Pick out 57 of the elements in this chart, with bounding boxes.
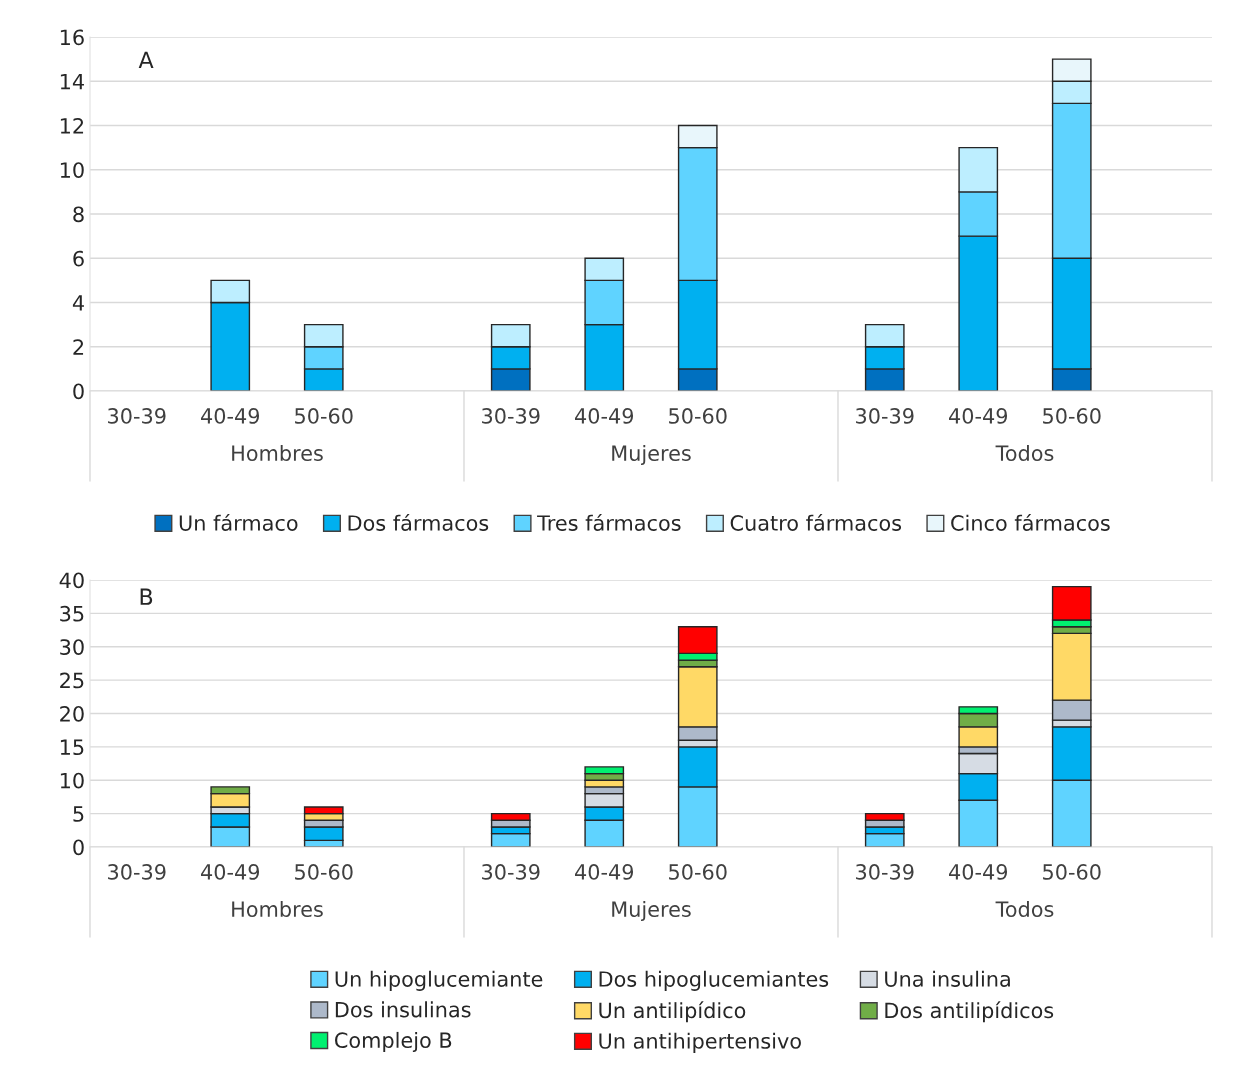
chart-title: B [140,588,153,605]
x-tick-label: 50-60 [1043,408,1101,424]
y-tick-label: 4 [72,295,84,311]
text: Hombres [232,900,323,918]
x-tick-label: 30-39 [856,864,914,880]
legend-label: Complejo B [335,1031,452,1053]
y-tick-label: 0 [73,383,84,400]
y-tick-label: 2 [73,339,84,355]
x-tick-label: 30-39 [856,408,914,424]
x-tick-label: 40-49 [949,864,1008,880]
text: Mujeres [612,900,691,922]
y-tick-label: 8 [73,206,84,223]
legend-label: Dos antilipídicos [885,1001,1054,1023]
legend-label: Un antihipertensivo [599,1032,801,1053]
y-tick-label: 35 [60,605,84,622]
y-tick-label: 40 [59,572,84,589]
x-tick-label: 30-39 [108,864,166,880]
x-tick-label: 50-60 [295,864,353,880]
x-tick-label: 30-39 [482,408,540,424]
legend-label: Un antilipídico [599,1001,746,1023]
x-tick-label: 50-60 [669,408,727,424]
y-tick-label: 30 [60,639,84,655]
y-tick-label: 16 [60,29,84,46]
y-tick-label: 10 [60,772,84,789]
x-tick-label: 40-49 [201,408,260,424]
x-tick-label: 50-60 [295,408,353,424]
x-tick-label: 30-39 [482,864,540,880]
x-tick-label: 40-49 [575,864,634,880]
x-tick-label: 40-49 [201,864,260,880]
legend-label: Un hipoglucemiante [335,970,543,991]
legend-label: Dos hipoglucemiantes [599,970,829,991]
text: Todos [995,900,1054,918]
text: A [138,51,154,68]
x-tick-label: 40-49 [949,408,1008,424]
y-tick-label: 10 [60,162,84,178]
y-tick-label: 5 [73,806,84,822]
x-tick-label: 50-60 [669,864,727,880]
text: Todos [995,444,1054,462]
y-tick-label: 0 [73,839,84,856]
legend-label: Una insulina [885,970,1010,987]
legend-label: Un fármaco [179,513,298,531]
y-tick-label: 20 [60,705,84,722]
text: Hombres [232,444,323,462]
legend-label: Tres fármacos [537,513,681,531]
text: Mujeres [612,444,691,466]
legend-label: Dos fármacos [348,513,489,531]
y-tick-label: 15 [60,739,84,756]
legend-label: Cuatro fármacos [730,513,902,531]
legend-label: Dos insulinas [335,1001,471,1018]
x-tick-label: 30-39 [108,408,166,424]
y-tick-label: 6 [73,250,84,267]
y-tick-label: 25 [60,672,84,689]
x-tick-label: 40-49 [575,408,634,424]
legend-label: Cinco fármacos [951,513,1110,531]
y-tick-label: 14 [60,73,84,90]
x-tick-label: 50-60 [1043,864,1101,880]
y-tick-label: 12 [60,117,84,134]
